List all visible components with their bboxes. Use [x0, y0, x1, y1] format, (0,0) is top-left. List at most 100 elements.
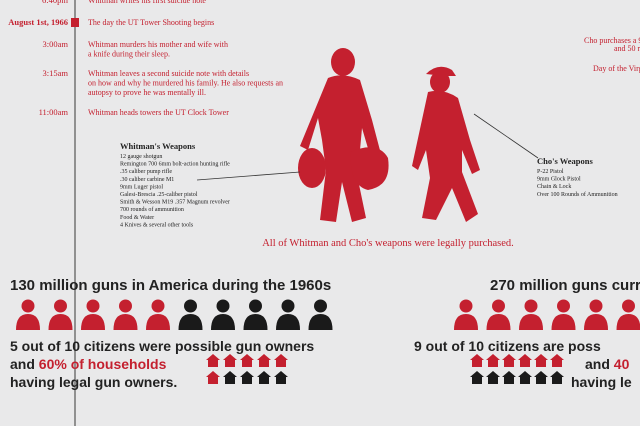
house-icon — [518, 371, 532, 384]
person-icon — [178, 314, 203, 330]
time-label: 3:00am — [43, 39, 69, 49]
whitman-silhouette — [298, 48, 389, 222]
house-icon — [223, 354, 237, 367]
house-icon — [274, 371, 288, 384]
weapon-item: Smith & Wesson M19 .357 Magnum revolver — [120, 200, 230, 206]
event-text: Whitman leaves a second suicide note wit… — [88, 69, 249, 78]
person-icon — [48, 314, 73, 330]
person-icon — [119, 299, 132, 313]
whitman-leader — [196, 171, 301, 181]
person-icon — [146, 314, 170, 330]
person-icon — [211, 314, 235, 330]
person-icon — [86, 299, 100, 313]
house-icon — [257, 354, 271, 367]
house-icon — [206, 371, 220, 384]
event-text: Whitman heads towers the UT Clock Tower — [88, 108, 229, 117]
caption: All of Whitman and Cho's weapons were le… — [262, 238, 514, 249]
person-icon — [524, 299, 538, 313]
event-text: The day the UT Tower Shooting begins — [88, 18, 214, 27]
house-icon — [470, 371, 484, 384]
weapons-title: Whitman's Weapons — [120, 141, 196, 151]
person-icon — [308, 314, 333, 330]
stat-line: having legal gun owners. — [10, 374, 177, 390]
weapon-item: 12 gauge shotgun — [120, 154, 162, 160]
person-icon — [622, 299, 635, 313]
headline: 270 million guns curre — [490, 277, 640, 294]
person-icon — [492, 299, 505, 313]
house-icon — [502, 354, 516, 367]
weapon-item: Chain & Lock — [537, 184, 571, 190]
person-icon — [249, 299, 262, 313]
person-icon — [584, 314, 608, 330]
cho-weapons: Cho's Weapons P-22 Pistol 9mm Glock Pistol… — [537, 156, 618, 198]
time-label: August 1st, 1966 — [8, 17, 68, 27]
weapon-item: Remington 700 6mm bolt-action hunting ri… — [120, 161, 230, 168]
person-icon — [16, 314, 40, 330]
stat-highlight: 40 — [614, 356, 630, 372]
event-text: autopsy to prove he was mentally ill. — [88, 88, 206, 97]
person-icon — [276, 314, 300, 330]
person-icon — [281, 299, 295, 313]
event-text: a knife during their sleep. — [88, 50, 170, 59]
house-icon — [240, 354, 254, 367]
weapon-item: P-22 Pistol — [537, 169, 564, 175]
person-icon — [314, 299, 327, 313]
person-icon — [21, 299, 35, 313]
timeline-marker — [71, 18, 79, 27]
house-icon — [223, 371, 237, 384]
stat-line: and 40 — [585, 356, 630, 372]
weapons-title: Cho's Weapons — [537, 156, 594, 166]
person-icon — [81, 314, 105, 330]
house-icon — [206, 354, 220, 367]
person-icon — [151, 299, 165, 313]
weapon-item: 9mm Luger pistol — [120, 184, 163, 190]
person-icon — [454, 314, 478, 330]
stat-line: and 60% of households — [10, 356, 167, 372]
person-icon — [519, 314, 543, 330]
weapon-item: Galesi-Brescia .25-caliber pistol — [120, 192, 198, 198]
person-icon — [243, 314, 268, 330]
weapon-item: Over 100 Rounds of Ammunition — [537, 191, 618, 198]
stat-text: and — [585, 356, 614, 372]
person-icon — [184, 299, 197, 313]
time-label: 11:00am — [39, 107, 69, 117]
house-icon — [534, 371, 548, 384]
weapon-item: Food & Water — [120, 215, 154, 221]
person-icon — [486, 314, 511, 330]
event-text: Whitman writes his first suicide note — [88, 0, 206, 5]
weapon-item: 4 Knives & several other tools — [120, 222, 194, 228]
house-icon — [502, 371, 516, 384]
house-icon — [240, 371, 254, 384]
timeline: 6:40pm Whitman writes his first suicide n… — [8, 0, 283, 117]
house-icon — [486, 354, 500, 367]
stat-highlight: 60% of households — [39, 356, 167, 372]
house-icon — [518, 354, 532, 367]
icons — [16, 299, 640, 384]
house-icon — [470, 354, 484, 367]
weapon-item: .30 caliber carbine M1 — [120, 177, 174, 183]
time-label: 6:40pm — [42, 0, 68, 5]
house-icon — [550, 354, 564, 367]
event-text: Cho purchases a 9 — [584, 36, 640, 45]
event-text: on how and why he murdered his family. H… — [88, 79, 283, 88]
weapon-item: 700 rounds of ammunition — [120, 206, 184, 213]
house-icon — [274, 354, 288, 367]
stat-text: and — [10, 356, 39, 372]
house-icon — [257, 371, 271, 384]
person-icon — [616, 314, 640, 330]
person-icon — [589, 299, 603, 313]
house-icon — [534, 354, 548, 367]
headline: 130 million guns in America during the 1… — [10, 277, 331, 294]
person-icon — [557, 299, 570, 313]
stat-line: having le — [571, 374, 632, 390]
person-icon — [459, 299, 473, 313]
person-icon — [113, 314, 138, 330]
weapon-item: 9mm Glock Pistol — [537, 177, 581, 183]
person-icon — [551, 314, 576, 330]
weapon-item: .35 caliber pump rifle — [120, 168, 172, 175]
person-icon — [54, 299, 67, 313]
stat-line: 5 out of 10 citizens were possible gun o… — [10, 338, 314, 354]
whitman-weapons: Whitman's Weapons 12 gauge shotgunRemingt… — [120, 141, 230, 228]
house-icon — [550, 371, 564, 384]
person-icon — [216, 299, 230, 313]
